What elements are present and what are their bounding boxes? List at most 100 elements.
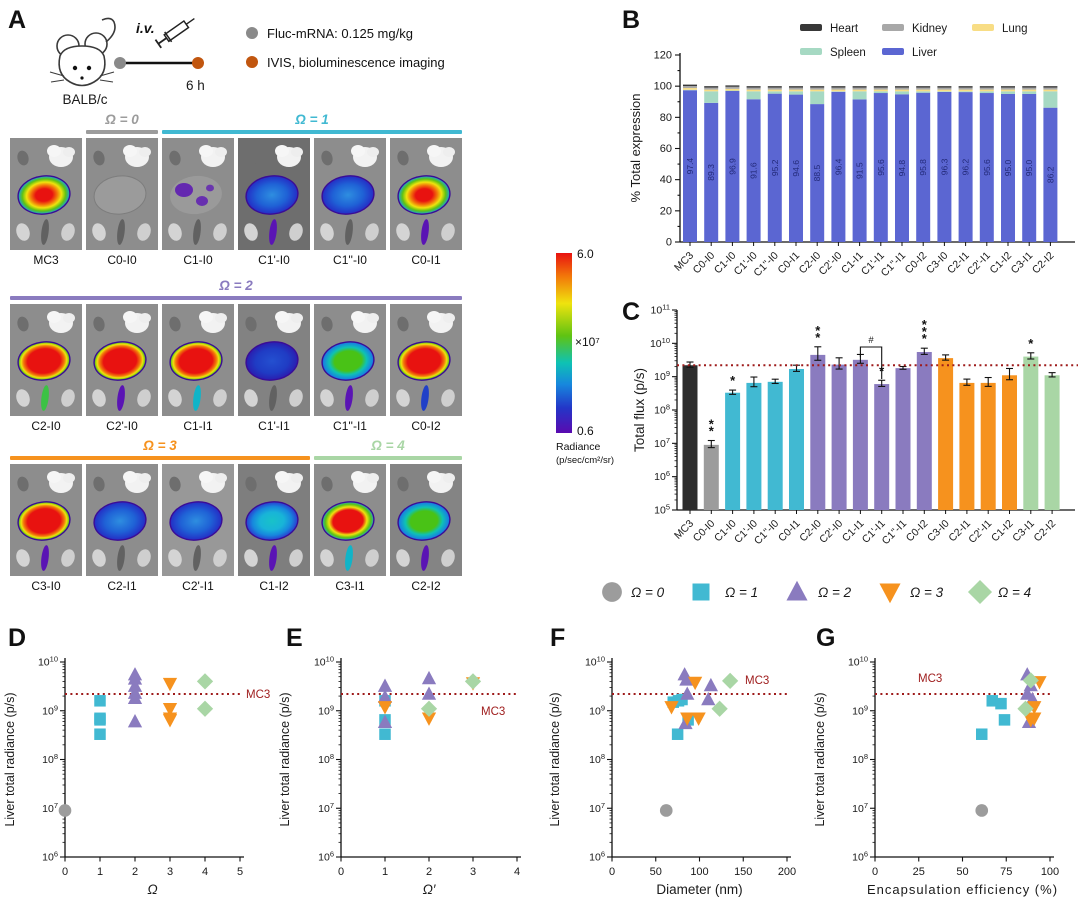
x-category-label: C1''-I0	[751, 250, 781, 280]
panel-a-letter: A	[8, 6, 27, 34]
flux-bar	[916, 351, 932, 510]
organ-image-tile	[162, 304, 234, 416]
stacked-bar-segment	[895, 87, 909, 90]
x-category-label: C2'-I1	[965, 250, 993, 278]
panel-c-ylabel: Total flux (p/s)	[632, 368, 647, 452]
x-category-label: C1-I2	[987, 250, 1014, 277]
scatter-point-circle	[659, 804, 673, 817]
x-category-label: C2'-I0	[817, 518, 845, 546]
kidney-shape	[92, 223, 106, 241]
significance-star: *	[709, 417, 715, 432]
y-tick-label: 1010	[650, 336, 670, 350]
lung-lobe	[367, 473, 379, 483]
y-tick-label: 107	[42, 801, 58, 815]
spleen-shape	[269, 385, 277, 411]
lung-lobe	[215, 147, 227, 157]
stacked-bar-segment	[704, 91, 719, 103]
y-tick-label: 60	[660, 143, 672, 155]
x-tick-label: 0	[62, 866, 68, 878]
stacked-bar-segment	[873, 89, 888, 92]
lungs-shape	[47, 145, 75, 167]
lungs-shape	[199, 145, 227, 167]
legend-label: Lung	[1002, 23, 1028, 35]
scatter-xlabel: Ω	[147, 882, 157, 897]
spleen-shape	[421, 545, 429, 571]
y-tick-label: 108	[318, 752, 334, 766]
spleen-shape	[193, 385, 201, 411]
scatter-point-triangle	[421, 670, 437, 685]
stacked-bar-segment	[873, 86, 888, 88]
liver-hotspot	[175, 183, 193, 197]
x-tick-label: 50	[956, 866, 968, 878]
lung-lobe	[47, 145, 61, 157]
lungs-shape	[351, 471, 379, 493]
scatter-point-triangle	[701, 691, 716, 706]
omega-legend-label: Ω = 2	[818, 585, 852, 600]
organ-tile-graphic	[162, 464, 234, 576]
scatter-point-triangle-down	[377, 701, 393, 715]
omega-legend-label: Ω = 3	[910, 585, 944, 600]
stacked-bar-segment	[1001, 91, 1015, 94]
x-tick-label: 1	[97, 866, 103, 878]
stacked-bar-segment	[1022, 87, 1037, 90]
y-tick-label: 107	[654, 436, 670, 450]
organ-tile-graphic	[390, 138, 462, 250]
lung-lobe	[443, 147, 455, 157]
heart-shape	[245, 316, 257, 332]
stacked-bar-segment	[895, 86, 909, 88]
scatter-point-square	[379, 728, 391, 740]
spleen-shape	[193, 219, 201, 245]
stacked-bar-segment	[895, 89, 909, 92]
significance-star: *	[730, 373, 736, 388]
lungs-shape	[199, 471, 227, 493]
organ-image-tile	[390, 304, 462, 416]
bar-value-label: 86.2	[1045, 166, 1055, 183]
spleen-shape	[117, 545, 125, 571]
liver-shape	[17, 341, 71, 381]
colorbar-min: 0.6	[577, 424, 594, 438]
stacked-bar-segment	[725, 90, 740, 242]
mc3-line-label: MC3	[745, 675, 769, 687]
x-category-label: C0-I0	[691, 250, 718, 277]
heart-shape	[169, 476, 181, 492]
kidney-shape	[168, 389, 182, 407]
bar-value-label: 96.9	[727, 158, 737, 175]
scatter-point-triangle-down	[879, 583, 901, 604]
kidney-shape	[244, 223, 258, 241]
stacked-bar-segment	[767, 89, 782, 92]
y-tick-label: 106	[852, 850, 868, 864]
dose-legend-text: Fluc-mRNA: 0.125 mg/kg	[267, 26, 413, 41]
lung-lobe	[123, 311, 137, 323]
iv-route-label: i.v.	[136, 20, 155, 36]
lung-lobe	[139, 473, 151, 483]
organ-tile-label: C2-I0	[31, 419, 61, 433]
stacked-bar-segment	[916, 86, 931, 88]
omega-legend-label: Ω = 4	[998, 585, 1031, 600]
y-tick-label: 107	[852, 801, 868, 815]
scatter-point-square	[671, 728, 684, 740]
organ-image-tile	[10, 304, 82, 416]
x-tick-label: 50	[650, 866, 662, 878]
scatter-point-diamond	[464, 673, 482, 690]
organ-image-tile	[162, 464, 234, 576]
mc3-line-label: MC3	[246, 689, 270, 701]
liver-shape	[17, 175, 71, 215]
stacked-bar-segment	[789, 89, 803, 92]
y-tick-label: 20	[660, 205, 672, 217]
y-tick-label: 109	[42, 703, 58, 717]
spleen-shape	[41, 219, 49, 245]
kidney-shape	[320, 389, 334, 407]
scatter-point-triangle-down	[421, 712, 437, 726]
x-category-label: C1-I2	[989, 518, 1016, 545]
bar-value-label: 95.0	[1024, 159, 1034, 176]
y-tick-label: 108	[654, 403, 670, 417]
organ-tile-graphic	[162, 304, 234, 416]
kidney-shape	[92, 549, 106, 567]
organ-group-header: Ω = 1	[295, 112, 329, 127]
organ-tile-graphic	[86, 138, 158, 250]
mouse-icon	[49, 17, 116, 87]
stacked-bar-segment	[767, 93, 782, 242]
heart-shape	[169, 316, 181, 332]
kidney-shape	[168, 549, 182, 567]
x-category-label: C1''-I0	[752, 518, 782, 548]
